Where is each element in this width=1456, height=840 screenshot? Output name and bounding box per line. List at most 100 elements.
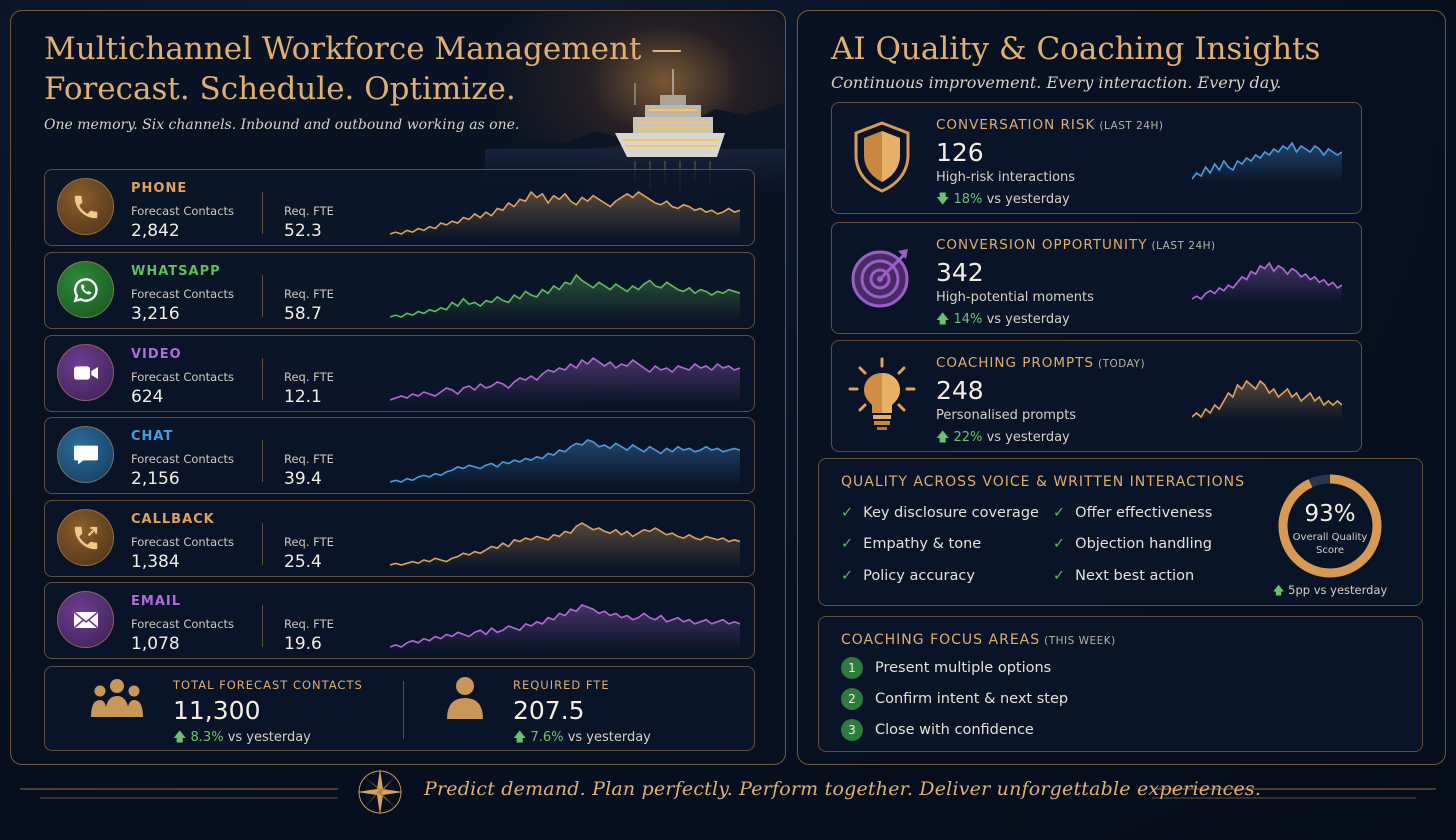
chat-trend-sparkline xyxy=(390,439,740,486)
checkmark-icon: ✓ xyxy=(841,536,854,552)
metric-title: CONVERSATION RISK (LAST 24H) xyxy=(936,117,1164,133)
forecast-contacts-value: 3,216 xyxy=(131,304,180,324)
req-fte-label: Req. FTE xyxy=(284,204,334,218)
forecast-contacts-label: Forecast Contacts xyxy=(131,617,235,631)
channel-name: CALLBACK xyxy=(131,512,215,527)
forecast-contacts-label: Forecast Contacts xyxy=(131,287,235,301)
workforce-panel: Multichannel Workforce Management — Fore… xyxy=(10,10,786,765)
compass-rose-icon xyxy=(357,769,403,815)
envelope-icon xyxy=(57,591,114,648)
quality-title: QUALITY ACROSS VOICE & WRITTEN INTERACTI… xyxy=(841,474,1245,490)
channel-card-video[interactable]: VIDEO Forecast Contacts 624 Req. FTE 12.… xyxy=(44,335,755,412)
req-fte-value: 25.4 xyxy=(284,552,322,572)
whatsapp-trend-sparkline xyxy=(390,273,740,321)
total-contacts-delta-value: 8.3% xyxy=(190,730,224,745)
checkmark-icon: ✓ xyxy=(1053,505,1066,521)
channel-name: PHONE xyxy=(131,181,188,196)
conversation-risk-trend-line xyxy=(1192,141,1342,180)
required-fte-delta: 🡅 7.6% vs yesterday xyxy=(513,728,651,750)
page-title: Multichannel Workforce Management — Fore… xyxy=(44,29,683,109)
channel-name: WHATSAPP xyxy=(131,264,221,279)
req-fte-value: 12.1 xyxy=(284,387,322,407)
req-fte-value: 39.4 xyxy=(284,469,322,489)
coaching-focus-title: COACHING FOCUS AREAS (THIS WEEK) xyxy=(841,632,1116,648)
callback-trend-area xyxy=(390,523,740,569)
coaching-prompts-sparkline xyxy=(1192,379,1342,421)
checkmark-icon: ✓ xyxy=(1053,536,1066,552)
quality-score-label: Overall Quality Score xyxy=(1292,532,1368,556)
people-group-icon xyxy=(91,679,143,717)
phone-trend-area xyxy=(390,192,740,238)
forecast-contacts-value: 624 xyxy=(131,387,164,407)
req-fte-label: Req. FTE xyxy=(284,535,334,549)
ai-panel-title: AI Quality & Coaching Insights xyxy=(831,31,1321,67)
req-fte-label: Req. FTE xyxy=(284,617,334,631)
metric-card-coaching-prompts[interactable]: COACHING PROMPTS (TODAY) 248 Personalised… xyxy=(831,340,1362,452)
metric-delta: 🡅 14% vs yesterday xyxy=(936,312,1070,327)
quality-item: ✓ Offer effectiveness xyxy=(1053,505,1213,521)
whatsapp-icon xyxy=(57,261,114,318)
chat-trend-line xyxy=(390,439,740,483)
whatsapp-trend-line xyxy=(390,273,740,318)
conversion-opportunity-sparkline xyxy=(1192,261,1342,303)
phone-trend-line xyxy=(390,190,740,235)
channel-name: CHAT xyxy=(131,429,174,444)
title-line-1: Multichannel Workforce Management — xyxy=(44,31,683,67)
conversation-risk-trend-area xyxy=(1192,143,1342,183)
delta-suffix: vs yesterday xyxy=(567,730,651,745)
checkmark-icon: ✓ xyxy=(841,505,854,521)
delta-suffix: vs yesterday xyxy=(227,730,311,745)
conversion-opportunity-trend-area xyxy=(1192,263,1342,303)
forecast-contacts-label: Forecast Contacts xyxy=(131,535,235,549)
email-trend-line xyxy=(390,604,740,648)
metric-delta: 🡇 18% vs yesterday xyxy=(936,192,1070,207)
metric-card-conversion-opportunity[interactable]: CONVERSION OPPORTUNITY (LAST 24H) 342 Hig… xyxy=(831,222,1362,334)
forecast-contacts-label: Forecast Contacts xyxy=(131,370,235,384)
channel-card-callback[interactable]: CALLBACK Forecast Contacts 1,384 Req. FT… xyxy=(44,500,755,577)
callback-trend-line xyxy=(390,522,740,566)
metric-card-conversation-risk[interactable]: CONVERSATION RISK (LAST 24H) 126 High-ris… xyxy=(831,102,1362,214)
required-fte-label: REQUIRED FTE xyxy=(513,678,610,692)
up-arrow-icon: 🡅 xyxy=(173,730,187,745)
forecast-contacts-value: 1,078 xyxy=(131,634,180,654)
coaching-focus-card: COACHING FOCUS AREAS (THIS WEEK) 1 Present… xyxy=(818,616,1423,752)
channel-card-whatsapp[interactable]: WHATSAPP Forecast Contacts 3,216 Req. FT… xyxy=(44,252,755,329)
channel-card-email[interactable]: EMAIL Forecast Contacts 1,078 Req. FTE 1… xyxy=(44,582,755,659)
metric-title: CONVERSION OPPORTUNITY (LAST 24H) xyxy=(936,237,1216,253)
shield-icon xyxy=(846,117,918,197)
total-contacts-label: TOTAL FORECAST CONTACTS xyxy=(173,678,363,692)
required-fte-value: 207.5 xyxy=(513,696,585,725)
channel-card-phone[interactable]: PHONE Forecast Contacts 2,842 Req. FTE 5… xyxy=(44,169,755,246)
metric-delta: 🡅 22% vs yesterday xyxy=(936,430,1070,445)
checkmark-icon: ✓ xyxy=(841,568,854,584)
quality-item: ✓ Policy accuracy xyxy=(841,568,975,584)
req-fte-value: 52.3 xyxy=(284,221,322,241)
email-trend-sparkline xyxy=(390,604,740,651)
video-trend-line xyxy=(390,356,740,401)
forecast-contacts-value: 2,156 xyxy=(131,469,180,489)
quality-score-delta: 🡅 5pp vs yesterday xyxy=(1272,583,1388,597)
req-fte-value: 19.6 xyxy=(284,634,322,654)
page-subtitle: One memory. Six channels. Inbound and ou… xyxy=(44,117,520,133)
whatsapp-trend-area xyxy=(390,275,740,321)
video-trend-sparkline xyxy=(390,356,740,404)
channel-name: EMAIL xyxy=(131,594,181,609)
req-fte-label: Req. FTE xyxy=(284,370,334,384)
footer-tagline: Predict demand. Plan perfectly. Perform … xyxy=(424,778,1262,800)
metric-description: Personalised prompts xyxy=(936,408,1077,423)
ai-quality-panel: AI Quality & Coaching Insights Continuou… xyxy=(797,10,1446,765)
quality-score-gauge xyxy=(1278,474,1382,578)
channel-card-chat[interactable]: CHAT Forecast Contacts 2,156 Req. FTE 39… xyxy=(44,417,755,494)
metric-title: COACHING PROMPTS (TODAY) xyxy=(936,355,1146,371)
quality-item: ✓ Key disclosure coverage xyxy=(841,505,1039,521)
up-arrow-icon: 🡅 xyxy=(936,430,950,445)
quality-item: ✓ Empathy & tone xyxy=(841,536,982,552)
forecast-contacts-label: Forecast Contacts xyxy=(131,204,235,218)
up-arrow-icon: 🡅 xyxy=(1272,583,1285,597)
person-icon xyxy=(447,677,483,719)
totals-card: TOTAL FORECAST CONTACTS 11,300 🡅 8.3% vs… xyxy=(44,666,755,751)
metric-description: High-risk interactions xyxy=(936,170,1076,185)
total-contacts-delta: 🡅 8.3% vs yesterday xyxy=(173,728,311,750)
required-fte-delta-value: 7.6% xyxy=(530,730,564,745)
checkmark-icon: ✓ xyxy=(1053,568,1066,584)
